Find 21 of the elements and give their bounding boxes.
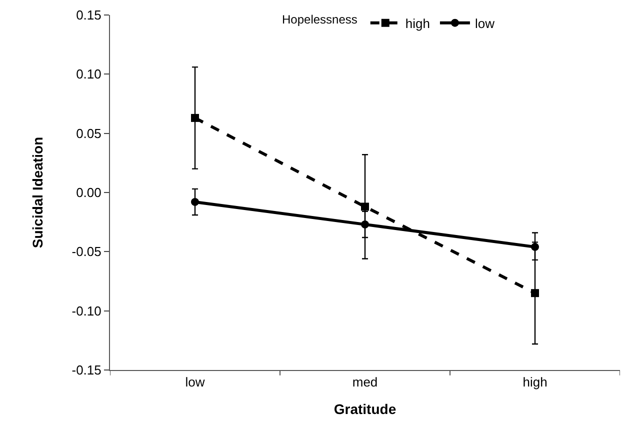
point — [361, 220, 369, 228]
point — [531, 242, 539, 251]
x-tick-label: high — [522, 374, 548, 390]
legend-label: low — [474, 16, 496, 31]
point — [531, 289, 539, 298]
y-tick-label: -0.05 — [72, 244, 102, 260]
x-tick-label: low — [185, 374, 206, 390]
point — [191, 198, 199, 206]
legend-title: Hopelessness — [282, 12, 358, 26]
x-tick-label: med — [352, 374, 378, 390]
y-tick-label: 0.10 — [76, 66, 102, 82]
y-tick-label: 0.00 — [76, 185, 102, 200]
y-axis-title: Suicidal Ideation — [29, 136, 46, 248]
point — [361, 202, 369, 211]
y-tick-label: -0.15 — [72, 362, 102, 378]
y-tick-label: 0.05 — [76, 126, 102, 141]
legend-label: high — [405, 16, 430, 31]
point — [191, 114, 199, 122]
y-tick-label: 0.15 — [76, 8, 102, 23]
y-tick-label: -0.10 — [72, 303, 102, 318]
x-axis-title: Gratitude — [334, 400, 396, 417]
